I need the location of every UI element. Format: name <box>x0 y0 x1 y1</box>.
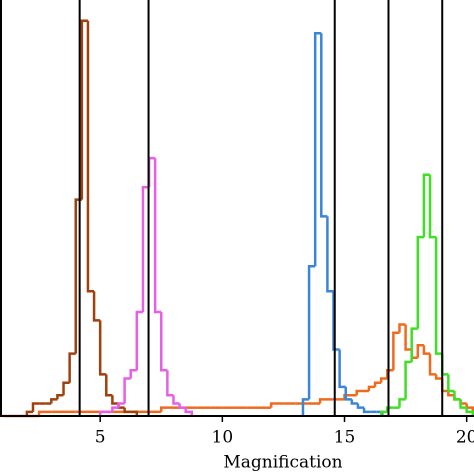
histogram-bin <box>422 173 431 238</box>
histogram-bin <box>111 406 119 412</box>
histogram-bin <box>50 398 58 404</box>
histogram-bin <box>338 349 346 389</box>
histogram-bin <box>123 407 131 414</box>
histogram-bin <box>141 185 150 312</box>
histogram-bin <box>434 374 443 380</box>
histogram-bin <box>428 174 437 239</box>
histogram-bin <box>98 320 107 376</box>
histogram-bin <box>362 407 371 414</box>
histogram-bin <box>465 407 474 416</box>
x-tick-label: 15 <box>334 428 356 448</box>
x-tick-label: 5 <box>95 428 106 448</box>
histogram-bin <box>373 381 382 387</box>
histogram-bin <box>326 216 334 293</box>
histogram-bin <box>428 353 437 376</box>
histogram-bin <box>31 402 40 412</box>
histogram-bin <box>166 370 174 397</box>
histogram-bin <box>355 389 369 396</box>
histogram-bin <box>416 344 424 358</box>
histogram-bin <box>160 406 174 412</box>
histogram-bin <box>356 403 365 409</box>
histogram-bin <box>25 410 33 416</box>
histogram-bin <box>379 410 388 416</box>
histogram-bin <box>160 312 168 372</box>
histogram-bin <box>447 391 455 397</box>
histogram-bin <box>386 406 394 412</box>
histogram-bin <box>404 360 412 400</box>
histogram-bin <box>392 331 400 371</box>
histogram-bin <box>404 324 412 351</box>
histogram-bin <box>332 291 340 351</box>
x-axis-label: Magnification <box>223 453 342 473</box>
histogram-bin <box>313 32 322 267</box>
histogram-bin <box>459 399 467 409</box>
histogram-bin <box>68 352 76 383</box>
histogram-bin <box>269 402 284 408</box>
x-tick-label: 10 <box>212 428 234 448</box>
histogram-bin <box>37 410 52 416</box>
histogram-bin <box>80 19 88 200</box>
histogram-bin <box>86 20 95 293</box>
histogram-bin <box>344 386 352 401</box>
histogram-bin <box>172 395 180 405</box>
histogram-bin <box>447 374 455 393</box>
histogram-bin <box>386 368 394 379</box>
histogram-bin <box>307 264 316 400</box>
x-tick-label: 20 <box>456 428 474 448</box>
histogram-bin <box>98 410 107 416</box>
histogram-bin <box>320 33 328 218</box>
histogram-bin <box>135 310 143 371</box>
histogram-bin <box>62 381 70 396</box>
histogram-bin <box>398 323 406 333</box>
histogram-bin <box>56 393 64 400</box>
histogram-bin <box>129 368 137 379</box>
histogram-bin <box>416 235 424 329</box>
histogram-bin <box>453 391 461 401</box>
histogram-bin <box>105 374 113 397</box>
histogram-bin <box>123 377 131 404</box>
histogram-bin <box>410 327 418 362</box>
histogram-bin <box>117 402 125 408</box>
histogram-bin <box>422 345 431 355</box>
histogram-bin <box>318 398 333 404</box>
histogram-bin <box>178 403 186 409</box>
histogram-bin <box>301 398 310 416</box>
histogram-bin <box>398 398 406 408</box>
histogram-bin <box>434 237 443 355</box>
histogram-bin <box>379 377 388 383</box>
histogram-bin <box>130 410 139 416</box>
histogram-bin <box>184 407 194 416</box>
histogram-bin <box>350 399 358 405</box>
histogram-bin <box>92 291 101 322</box>
histogram-bin <box>111 395 119 405</box>
histogram-bin <box>367 385 376 392</box>
histogram-bin <box>153 158 162 314</box>
